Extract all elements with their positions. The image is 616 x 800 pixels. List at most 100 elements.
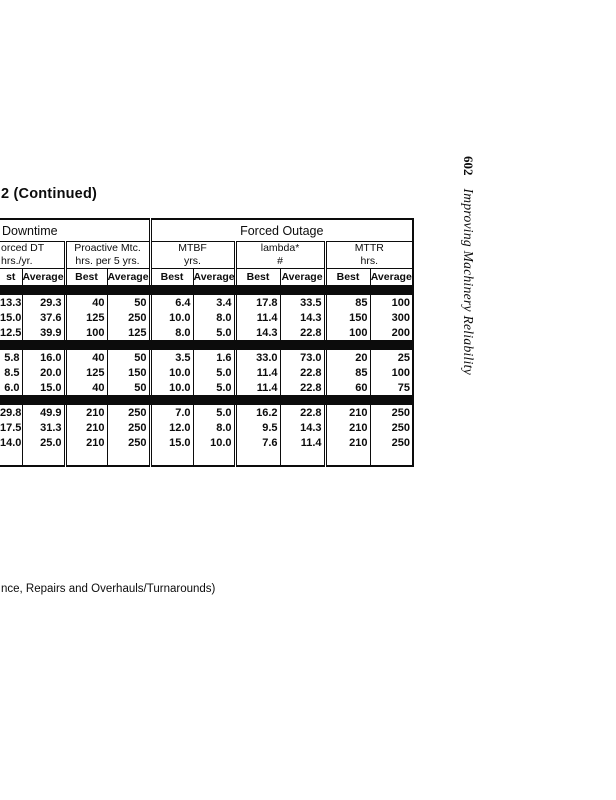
column-header-row: st Average Best Average Best Average Bes… xyxy=(0,268,414,285)
table-cell xyxy=(279,450,326,466)
table-title: 2 (Continued) xyxy=(1,186,98,202)
table-cell: 125 xyxy=(63,310,107,325)
table-cell: 10.0 xyxy=(148,365,194,380)
table-cell: 75 xyxy=(369,380,414,395)
table-row: 17.5 31.3 210 250 12.0 8.0 9.5 14.3 210 250 xyxy=(0,420,414,435)
column-header: Average xyxy=(192,268,236,285)
table-cell: 5.0 xyxy=(192,405,236,420)
subheader-line1: orced DT xyxy=(1,242,45,255)
subheader-lambda: lambda* # xyxy=(233,241,326,269)
table-cell: 39.9 xyxy=(21,325,65,340)
table-cell xyxy=(323,450,371,466)
subheader-mtbf: MTBF yrs. xyxy=(148,241,236,269)
table-cell: 3.5 xyxy=(148,350,194,365)
table-cell: 8.0 xyxy=(148,325,194,340)
table-cell: 300 xyxy=(369,310,414,325)
table-cell: 6.4 xyxy=(148,295,194,310)
table-cell: 7.6 xyxy=(233,435,281,450)
table-cell: 49.9 xyxy=(21,405,65,420)
table-cell: 37.6 xyxy=(21,310,65,325)
table-cell: 12.0 xyxy=(148,420,194,435)
table-cell: 210 xyxy=(63,435,107,450)
section-separator-bar xyxy=(0,285,414,295)
section-separator-bar xyxy=(0,340,414,350)
table-cell: 25 xyxy=(369,350,414,365)
subheader-line2: yrs. xyxy=(184,255,201,267)
table-cell xyxy=(106,450,151,466)
table-cell: 10.0 xyxy=(148,310,194,325)
column-header: st xyxy=(6,271,16,283)
table-cell: 25.0 xyxy=(21,435,65,450)
table-cell: 29.8 xyxy=(0,406,22,419)
table-cell: 50 xyxy=(106,295,151,310)
table-cell: 85 xyxy=(323,295,371,310)
table-cell: 11.4 xyxy=(279,435,326,450)
table-cell: 100 xyxy=(63,325,107,340)
table-cell: 20 xyxy=(323,350,371,365)
table-cell: 1.6 xyxy=(192,350,236,365)
subheader-forced-dt: orced DT hrs./yr. xyxy=(0,241,65,269)
table-row: 29.8 49.9 210 250 7.0 5.0 16.2 22.8 210 250 xyxy=(0,405,414,420)
table-cell: 60 xyxy=(323,380,371,395)
subheader-row: orced DT hrs./yr. Proactive Mtc. hrs. pe… xyxy=(0,241,414,269)
table-cell: 250 xyxy=(369,405,414,420)
table-cell: 73.0 xyxy=(279,350,326,365)
subheader-line1: Proactive Mtc. xyxy=(74,242,141,255)
table-cell: 100 xyxy=(369,295,414,310)
section-header-forced-outage: Forced Outage xyxy=(148,219,414,242)
table-cell: 12.5 xyxy=(0,326,22,339)
table-row: 6.0 15.0 40 50 10.0 5.0 11.4 22.8 60 75 xyxy=(0,380,414,395)
table-cell: 33.5 xyxy=(279,295,326,310)
table-cell: 14.0 xyxy=(0,436,22,449)
table-cell: 40 xyxy=(63,380,107,395)
section-separator-bar xyxy=(0,395,414,405)
section-header-downtime: Downtime xyxy=(0,219,151,242)
table-cell: 100 xyxy=(323,325,371,340)
table-cell: 14.3 xyxy=(279,420,326,435)
table-cell: 210 xyxy=(63,405,107,420)
table-cell: 9.5 xyxy=(233,420,281,435)
table-cell: 15.0 xyxy=(21,380,65,395)
table-cell: 15.0 xyxy=(0,311,22,324)
table-cell: 150 xyxy=(106,365,151,380)
running-head: 602 Improving Machinery Reliability xyxy=(460,156,477,416)
table-cell: 22.8 xyxy=(279,405,326,420)
subheader-line1: MTTR xyxy=(354,242,384,255)
table-cell: 14.3 xyxy=(233,325,281,340)
table-cell: 15.0 xyxy=(148,435,194,450)
table-cell: 11.4 xyxy=(233,365,281,380)
table-cell: 8.0 xyxy=(192,310,236,325)
table-cell: 11.4 xyxy=(233,380,281,395)
subheader-proactive-mtc: Proactive Mtc. hrs. per 5 yrs. xyxy=(63,241,151,269)
subheader-line2: # xyxy=(277,255,283,267)
table-cell xyxy=(21,450,65,466)
column-header: Best xyxy=(148,268,194,285)
subheader-line2: hrs. xyxy=(360,255,379,267)
table-cell: 5.0 xyxy=(192,325,236,340)
table-body: 13.3 29.3 40 50 6.4 3.4 17.8 33.5 85 100 15.0 37.6 1… xyxy=(0,285,414,466)
table-cell: 250 xyxy=(369,420,414,435)
table-cell: 150 xyxy=(323,310,371,325)
empty-row xyxy=(0,450,414,466)
table-cell: 250 xyxy=(106,405,151,420)
table-cell: 11.4 xyxy=(233,310,281,325)
table-footnote: nce, Repairs and Overhauls/Turnarounds) xyxy=(1,583,216,595)
subheader-mttr: MTTR hrs. xyxy=(323,241,414,269)
table-cell: 20.0 xyxy=(21,365,65,380)
table-cell: 17.5 xyxy=(0,421,22,434)
table-cell: 13.3 xyxy=(0,296,22,309)
table-cell: 200 xyxy=(369,325,414,340)
table-cell: 22.8 xyxy=(279,325,326,340)
table-cell: 210 xyxy=(323,420,371,435)
table-cell: 33.0 xyxy=(233,350,281,365)
table-cell: 22.8 xyxy=(279,365,326,380)
table-cell: 50 xyxy=(106,380,151,395)
table-cell: 250 xyxy=(106,310,151,325)
table-cell xyxy=(233,450,281,466)
table-cell: 7.0 xyxy=(148,405,194,420)
subheader-line2: hrs./yr. xyxy=(1,255,33,267)
column-header: Average xyxy=(106,268,151,285)
table-cell: 210 xyxy=(323,435,371,450)
table-row: 12.5 39.9 100 125 8.0 5.0 14.3 22.8 100 200 xyxy=(0,325,414,340)
reliability-data-table: Downtime Forced Outage orced DT hrs./yr.… xyxy=(0,218,415,467)
